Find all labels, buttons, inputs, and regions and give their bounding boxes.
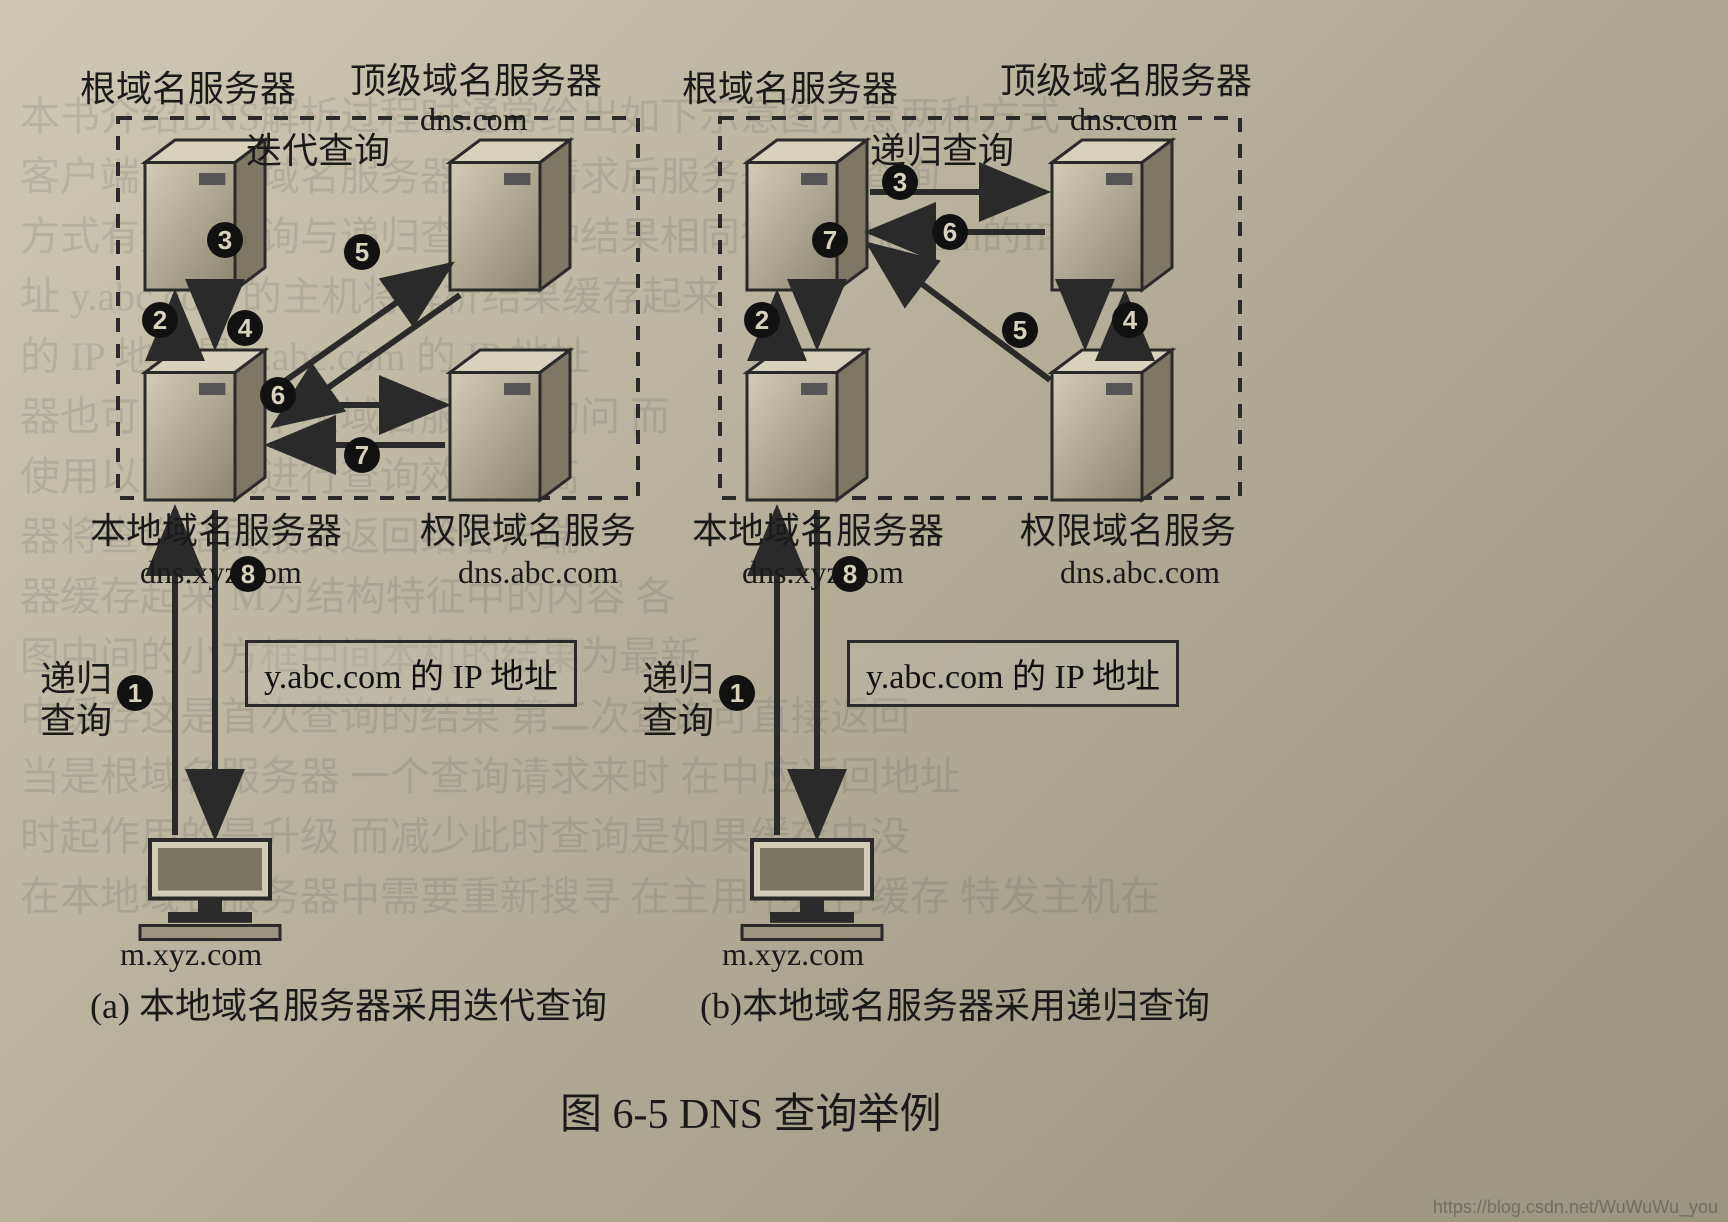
right-auth-label: 权限域名服务 [1020,510,1236,553]
step-left-6: 6 [260,377,296,413]
left-tld-label: 顶级域名服务器 [350,60,602,103]
right-client-host: m.xyz.com [722,935,864,973]
left-recursive-l2: 查询 [40,700,112,743]
step-right-1: 1 [719,675,755,711]
figure-caption: 图 6-5 DNS 查询举例 [560,1090,942,1140]
step-right-8: 8 [832,556,868,592]
svg-text:址 y.abc.com 的主机将解析结果缓存起来: 址 y.abc.com 的主机将解析结果缓存起来 [20,274,722,319]
step-left-8: 8 [230,556,266,592]
left-root-label: 根域名服务器 [80,68,296,111]
right-local-domain: dns.xyz.com [742,553,904,591]
left-tld-domain: dns.com [420,100,528,138]
right-recursive-l1: 递归 [642,658,714,701]
step-left-2: 2 [142,302,178,338]
left-subcaption: (a) 本地域名服务器采用迭代查询 [90,985,607,1028]
step-left-4: 4 [227,310,263,346]
step-right-3: 3 [882,164,918,200]
right-ipbox: y.abc.com 的 IP 地址 [847,640,1179,707]
step-left-1: 1 [117,675,153,711]
left-local-label: 本地域名服务器 [90,510,342,553]
left-query-type: 迭代查询 [246,130,390,173]
right-tld-domain: dns.com [1070,100,1178,138]
left-ipbox: y.abc.com 的 IP 地址 [245,640,577,707]
right-recursive-l2: 查询 [642,700,714,743]
watermark: https://blog.csdn.net/WuWuWu_you [1433,1197,1718,1218]
step-left-7: 7 [344,437,380,473]
left-auth-domain: dns.abc.com [458,553,618,591]
left-local-domain: dns.xyz.com [140,553,302,591]
step-right-6: 6 [932,214,968,250]
right-subcaption: (b)本地域名服务器采用递归查询 [700,985,1210,1028]
right-local-label: 本地域名服务器 [692,510,944,553]
right-tld-label: 顶级域名服务器 [1000,60,1252,103]
step-left-3: 3 [207,222,243,258]
left-recursive-l1: 递归 [40,658,112,701]
step-left-5: 5 [344,234,380,270]
page-root: { "figure": { "caption": "图 6-5 DNS 查询举例… [0,0,1728,1222]
left-client-host: m.xyz.com [120,935,262,973]
right-auth-domain: dns.abc.com [1060,553,1220,591]
diagram-svg: 本书介绍DNS解析过程时通常给出如下示意图示意两种方式 客户端向本地域名服务器发… [0,0,1728,1222]
step-right-5: 5 [1002,312,1038,348]
step-right-7: 7 [812,222,848,258]
left-auth-label: 权限域名服务 [420,510,636,553]
step-right-2: 2 [744,302,780,338]
right-root-label: 根域名服务器 [682,68,898,111]
step-right-4: 4 [1112,302,1148,338]
